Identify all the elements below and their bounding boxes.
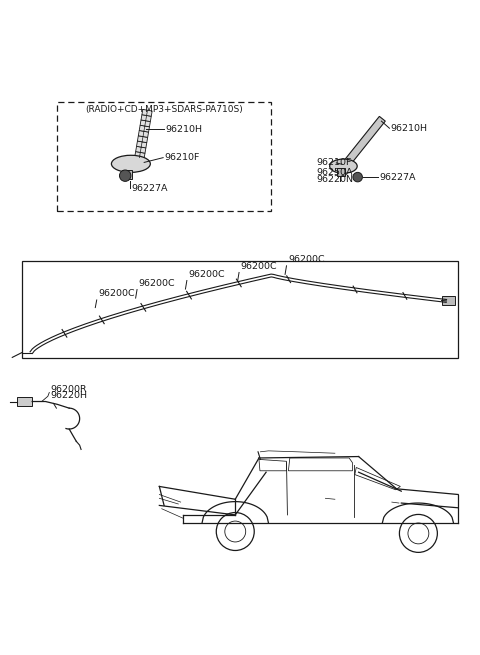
Bar: [337, 168, 345, 176]
Polygon shape: [140, 120, 150, 127]
Text: 96200C: 96200C: [240, 261, 277, 271]
Text: 96200C: 96200C: [98, 289, 135, 298]
Bar: [57, 102, 271, 212]
Bar: [442, 296, 455, 305]
Text: 96210F: 96210F: [316, 158, 351, 167]
Polygon shape: [138, 130, 149, 138]
Polygon shape: [137, 136, 148, 143]
Text: 96200C: 96200C: [188, 270, 225, 278]
Polygon shape: [345, 117, 385, 164]
Text: 96200C: 96200C: [138, 278, 175, 288]
Text: 96220N: 96220N: [316, 175, 353, 184]
Polygon shape: [142, 109, 152, 117]
Text: 96227A: 96227A: [132, 184, 168, 193]
Circle shape: [120, 170, 131, 181]
Text: (RADIO+CD+MP3+SDARS-PA710S): (RADIO+CD+MP3+SDARS-PA710S): [85, 105, 243, 113]
Text: 96200C: 96200C: [288, 255, 324, 264]
Text: 96210H: 96210H: [166, 124, 203, 134]
Bar: [122, 170, 132, 179]
Text: 96210F: 96210F: [165, 153, 200, 162]
Ellipse shape: [330, 159, 357, 174]
Polygon shape: [135, 151, 145, 159]
Text: 96210H: 96210H: [391, 124, 428, 133]
Polygon shape: [136, 141, 147, 148]
Ellipse shape: [111, 155, 150, 172]
Bar: [22, 261, 458, 358]
Polygon shape: [136, 146, 146, 153]
Text: 96227A: 96227A: [379, 173, 416, 181]
Text: 96220H: 96220H: [50, 391, 87, 400]
Polygon shape: [141, 115, 151, 122]
Bar: [17, 397, 32, 406]
Circle shape: [353, 172, 362, 182]
Text: 96250A: 96250A: [316, 168, 352, 177]
Polygon shape: [139, 125, 149, 132]
Text: 96200R: 96200R: [50, 384, 87, 394]
